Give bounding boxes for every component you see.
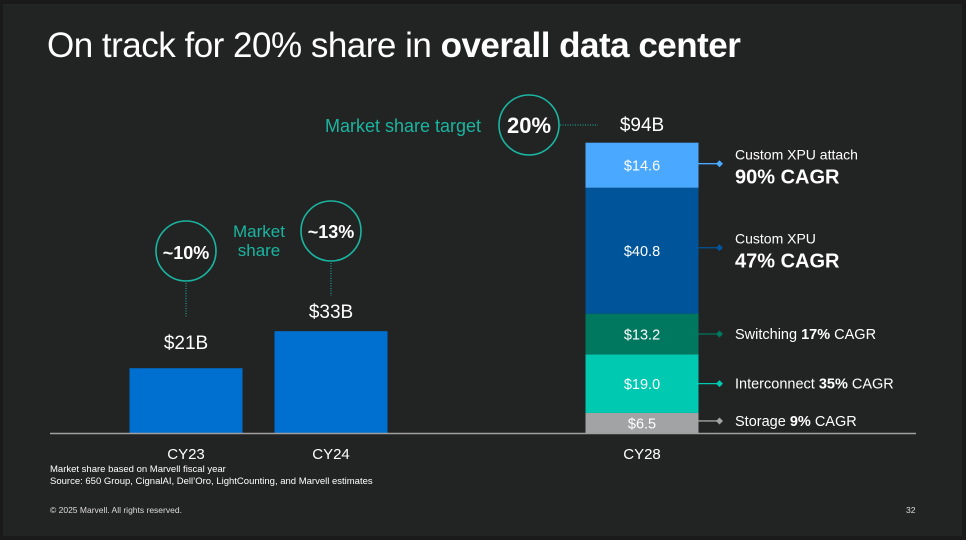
segment-label-switching: $13.2	[624, 327, 660, 343]
title-regular: On track for 20% share in	[47, 26, 441, 65]
segment-custom-xpu-attach	[585, 142, 699, 188]
bars-group: $6.5 $19.0 $13.2 $40.8 $14.6	[129, 142, 699, 433]
segment-storage	[585, 412, 699, 433]
legend-diamond-storage	[716, 417, 723, 425]
slide-title: On track for 20% share in overall data c…	[47, 26, 741, 66]
share-value-cy23: ~10%	[163, 243, 210, 263]
market-share-target-annotation: Market share target 20%	[325, 94, 598, 156]
footnote-source: Source: 650 Group, CignalAI, Dell’Oro, L…	[50, 476, 373, 487]
legend-diamond-switching	[716, 330, 723, 338]
legend-diamond-custom-xpu	[716, 244, 723, 252]
bar-cy23	[129, 368, 243, 433]
title-bold: overall data center	[440, 26, 741, 65]
target-label: Market share target	[325, 116, 481, 136]
target-value: 20%	[507, 113, 551, 138]
segment-label-custom-xpu-attach: $14.6	[624, 159, 660, 175]
share-label-line2: share	[238, 241, 281, 260]
share-circle-cy23	[155, 220, 217, 282]
total-label-cy23: $21B	[164, 333, 208, 354]
footnote-market-share: Market share based on Marvell fiscal yea…	[50, 464, 226, 475]
segment-label-custom-xpu: $40.8	[624, 244, 660, 260]
segment-switching	[585, 313, 699, 355]
page-number: 32	[906, 505, 916, 515]
legend-text-switching: Switching 17% CAGR	[735, 327, 876, 343]
legend-text-storage: Storage 9% CAGR	[735, 414, 857, 430]
share-label-line1: Market	[233, 222, 285, 241]
legend-name-custom-xpu-attach: Custom XPU attach	[735, 147, 858, 163]
segment-label-interconnect: $19.0	[624, 377, 660, 393]
total-label-cy28: $94B	[620, 115, 664, 136]
segment-interconnect	[585, 354, 699, 413]
share-value-cy24: ~13%	[308, 222, 355, 242]
total-label-cy24: $33B	[309, 302, 353, 323]
x-tick-cy23: CY23	[167, 446, 205, 463]
segment-custom-xpu	[585, 187, 699, 314]
share-circle-cy24	[300, 200, 362, 262]
legend-text-interconnect: Interconnect 35% CAGR	[735, 377, 894, 393]
target-circle	[498, 94, 560, 156]
bar-cy24	[274, 331, 388, 433]
copyright: © 2025 Marvell. All rights reserved.	[50, 505, 182, 515]
x-tick-cy28: CY28	[623, 446, 661, 463]
legend-name-custom-xpu: Custom XPU	[735, 231, 816, 247]
segment-label-storage: $6.5	[628, 416, 656, 432]
legend-diamond-interconnect	[716, 380, 723, 388]
legend-diamond-custom-xpu-attach	[716, 160, 723, 168]
market-share-annotation: Market share ~10% ~13%	[155, 200, 362, 318]
legend-cagr-custom-xpu-attach: 90% CAGR	[735, 167, 840, 189]
legend-cagr-custom-xpu: 47% CAGR	[735, 251, 840, 273]
x-tick-cy24: CY24	[312, 446, 350, 463]
legend: Storage 9% CAGR Interconnect 35% CAGR Swit…	[698, 147, 894, 430]
